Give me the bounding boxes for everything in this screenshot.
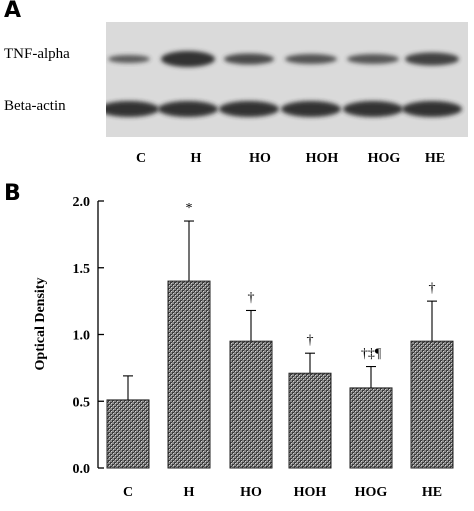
y-axis-title: Optical Density [33,278,48,371]
x-tick-label: HOH [294,485,327,500]
actin-band [99,101,159,117]
western-blot-image [99,22,468,137]
actin-band [343,101,403,117]
tnf-band [347,54,399,64]
significance-annotation: †‡¶ [361,347,382,362]
lane-label-hoh: HOH [305,151,339,166]
lane-label-he: HE [424,151,446,166]
y-tick-label: 0.5 [73,395,91,410]
x-axis: C H HO HOH HOG HE [123,485,442,500]
tnf-alpha-bands [108,51,459,67]
bar-he [410,340,454,469]
blot-bands [99,51,462,117]
y-tick-label: 0.0 [73,462,91,477]
bar-ho [229,340,273,469]
bar-hog [349,387,393,469]
significance-annotation: † [307,333,314,348]
x-tick-label: HE [422,485,442,500]
actin-band [402,101,462,117]
x-tick-label: C [123,485,133,500]
tnf-band [161,51,215,67]
y-tick-label: 1.5 [73,262,91,277]
significance-annotation: † [429,281,436,296]
y-tick-label: 1.0 [73,329,91,344]
bars: * † † †‡¶ † [106,201,454,469]
x-tick-label: H [184,485,195,500]
actin-band [158,101,218,117]
tnf-alpha-row-label: TNF-alpha [4,46,70,62]
beta-actin-bands [99,101,462,117]
lane-label-hog: HOG [367,151,401,166]
x-tick-label: HO [240,485,262,500]
beta-actin-row-label: Beta-actin [4,98,66,114]
bar-chart: Optical Density 0.00.51.01.52.0 *†††‡¶† … [33,195,454,500]
actin-band [219,101,279,117]
panel-b-label: B [4,181,21,206]
bar-c [106,399,150,469]
lane-label-h: H [190,151,202,166]
bar-h [167,280,211,469]
lane-label-ho: HO [249,151,271,166]
y-axis: 0.0 0.5 1.0 1.5 2.0 [73,195,104,477]
significance-annotation: * [186,201,193,216]
tnf-band [285,54,337,64]
x-tick-label: HOG [355,485,388,500]
tnf-band [108,55,150,63]
tnf-band [224,53,274,65]
lane-label-c: C [135,151,147,166]
panel-a-label: A [4,0,22,23]
significance-annotation: † [248,290,255,305]
actin-band [281,101,341,117]
tnf-band [405,52,459,66]
bar-hoh [288,372,332,469]
y-tick-label: 2.0 [73,195,91,210]
